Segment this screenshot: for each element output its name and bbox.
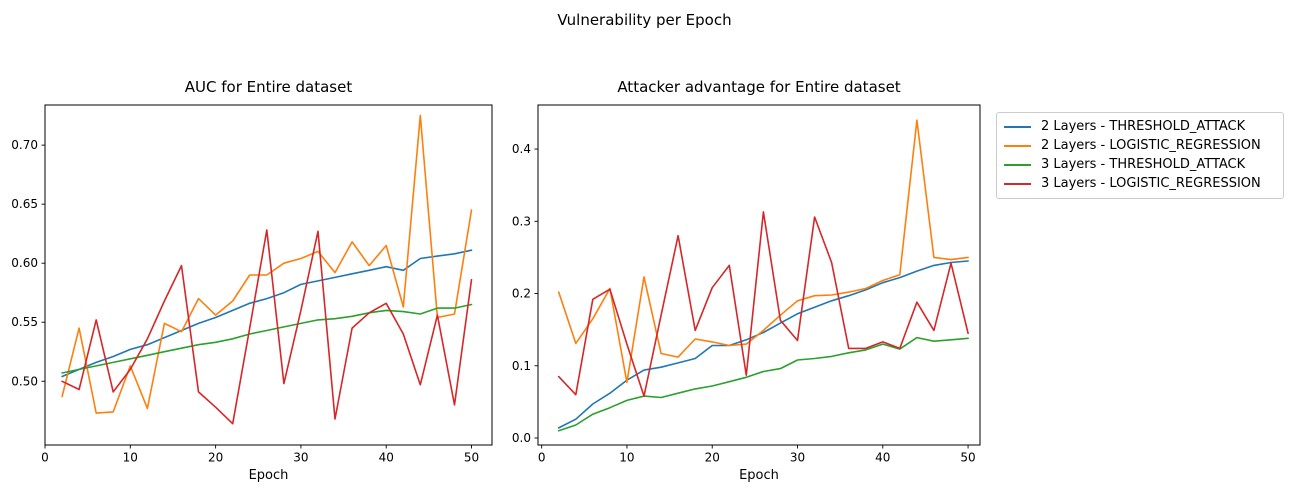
chart-advantage-title: Attacker advantage for Entire dataset [617, 78, 901, 96]
y-tick-label: 0.4 [512, 142, 531, 156]
legend-line-sample [1004, 183, 1031, 186]
legend-item-3-layers-logistic-regression: 3 Layers - LOGISTIC_REGRESSION [1003, 175, 1275, 194]
legend-item-2-layers-threshold-attack: 2 Layers - THRESHOLD_ATTACK [1003, 117, 1275, 136]
y-tick-label: 0.2 [512, 287, 531, 301]
y-tick-label: 0.50 [11, 374, 38, 388]
x-tick-label: 40 [379, 451, 394, 465]
chart-auc-for-entire-dataset: 0 10 20 30 40 50 0.50 0.55 0.60 0.65 0.70 [11, 104, 493, 465]
x-tick-label: 10 [123, 451, 138, 465]
x-tick-label: 50 [464, 451, 479, 465]
x-tick-label: 0 [41, 451, 49, 465]
x-tick-label: 50 [960, 451, 975, 465]
chart-auc-xlabel: Epoch [248, 468, 289, 483]
y-tick-label: 0.70 [11, 138, 38, 152]
figure-suptitle: Vulnerability per Epoch [557, 11, 732, 29]
x-tick-label: 0 [538, 451, 546, 465]
x-tick-label: 30 [293, 451, 308, 465]
series-line-2-layers-logistic-regression [557, 119, 969, 384]
legend-line-sample [1004, 164, 1031, 167]
series-line-2-layers-threshold-attack [61, 249, 473, 378]
series-line-3-layers-logistic-regression [61, 229, 473, 425]
x-tick-label: 40 [875, 451, 890, 465]
legend-label: 3 Layers - LOGISTIC_REGRESSION [1041, 176, 1261, 192]
x-tick-label: 30 [790, 451, 805, 465]
y-tick-label: 0.65 [11, 197, 38, 211]
chart-advantage-xlabel: Epoch [739, 468, 779, 483]
y-tick-label: 0.3 [512, 214, 531, 228]
series-line-3-layers-threshold-attack [557, 336, 969, 432]
plot-area-frame [537, 104, 981, 446]
legend-item-3-layers-threshold-attack: 3 Layers - THRESHOLD_ATTACK [1003, 156, 1275, 175]
x-tick-label: 20 [208, 451, 223, 465]
y-tick-label: 0.0 [512, 431, 531, 445]
y-tick-label: 0.60 [11, 256, 38, 270]
x-tick-label: 10 [619, 451, 634, 465]
legend-item-2-layers-logistic-regression: 2 Layers - LOGISTIC_REGRESSION [1003, 136, 1275, 155]
plot-area-frame [44, 104, 493, 446]
legend-label: 3 Layers - THRESHOLD_ATTACK [1041, 157, 1246, 173]
legend-line-sample [1004, 144, 1031, 147]
series-line-3-layers-logistic-regression [557, 211, 969, 397]
y-tick-label: 0.55 [11, 315, 38, 329]
legend: 2 Layers - THRESHOLD_ATTACK 2 Layers - LO… [996, 112, 1284, 199]
series-line-3-layers-threshold-attack [61, 303, 473, 374]
y-tick-label: 0.1 [512, 359, 531, 373]
legend-label: 2 Layers - THRESHOLD_ATTACK [1041, 118, 1246, 134]
x-tick-label: 20 [705, 451, 720, 465]
chart-auc-title: AUC for Entire dataset [184, 78, 353, 96]
chart-attacker-advantage-for-entire-dataset: 0 10 20 30 40 50 0.0 0.1 0.2 0.3 0.4 [512, 104, 981, 465]
legend-line-sample [1004, 125, 1031, 128]
legend-label: 2 Layers - LOGISTIC_REGRESSION [1041, 137, 1261, 153]
series-line-2-layers-logistic-regression [61, 114, 473, 414]
